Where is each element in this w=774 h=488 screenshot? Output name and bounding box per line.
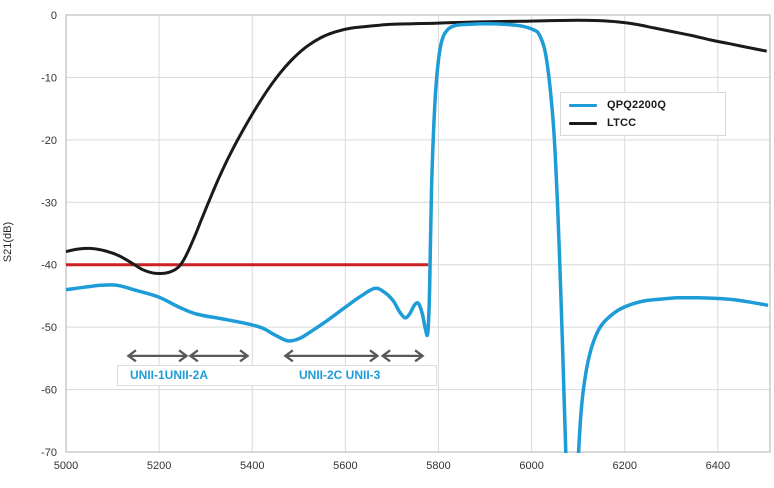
unii-band-labels-right: UNII-2C UNII-3 — [299, 368, 381, 382]
x-tick-label: 6000 — [519, 460, 543, 472]
band-arrow-unii-1 — [126, 349, 189, 363]
series-ltcc — [65, 18, 767, 276]
unii-band-label-box: UNII-1UNII-2A UNII-2C UNII-3 — [117, 365, 437, 386]
y-tick-label: -60 — [41, 385, 57, 397]
y-tick-label: -40 — [41, 260, 57, 272]
series-group — [65, 18, 769, 453]
y-axis-tick-labels: 0 -10 -20 -30 -40 -50 -60 -70 — [41, 10, 57, 459]
x-tick-label: 5800 — [426, 460, 450, 472]
y-axis-title: S21(dB) — [2, 221, 14, 263]
legend-swatch-ltcc — [569, 121, 597, 125]
x-tick-label: 5000 — [54, 460, 78, 472]
band-arrow-unii-2c — [283, 349, 380, 363]
x-tick-label: 6400 — [706, 460, 730, 472]
y-tick-label: 0 — [51, 10, 57, 22]
x-tick-label: 5400 — [240, 460, 264, 472]
gridlines — [65, 14, 770, 453]
band-arrow-unii-2a — [188, 349, 250, 363]
series-qpq2200q — [65, 21, 769, 453]
y-tick-label: -70 — [41, 447, 57, 459]
y-tick-label: -10 — [41, 72, 57, 84]
legend-label-qpq2200q: QPQ2200Q — [607, 99, 667, 111]
y-tick-label: -20 — [41, 135, 57, 147]
x-tick-label: 5600 — [333, 460, 357, 472]
legend: QPQ2200Q LTCC — [560, 92, 726, 136]
legend-label-ltcc: LTCC — [607, 117, 637, 129]
legend-item-qpq2200q: QPQ2200Q — [569, 99, 725, 111]
x-axis-tick-labels: 5000 5200 5400 5600 5800 6000 6200 6400 — [54, 460, 730, 472]
legend-item-ltcc: LTCC — [569, 117, 725, 129]
y-tick-label: -50 — [41, 322, 57, 334]
plot-border — [65, 14, 771, 453]
legend-swatch-qpq2200q — [569, 103, 597, 107]
unii-band-arrows — [126, 349, 425, 363]
x-tick-label: 6200 — [612, 460, 636, 472]
y-tick-label: -30 — [41, 197, 57, 209]
unii-band-labels-left: UNII-1UNII-2A — [130, 368, 209, 382]
band-arrow-unii-3 — [380, 349, 425, 363]
x-tick-label: 5200 — [147, 460, 171, 472]
